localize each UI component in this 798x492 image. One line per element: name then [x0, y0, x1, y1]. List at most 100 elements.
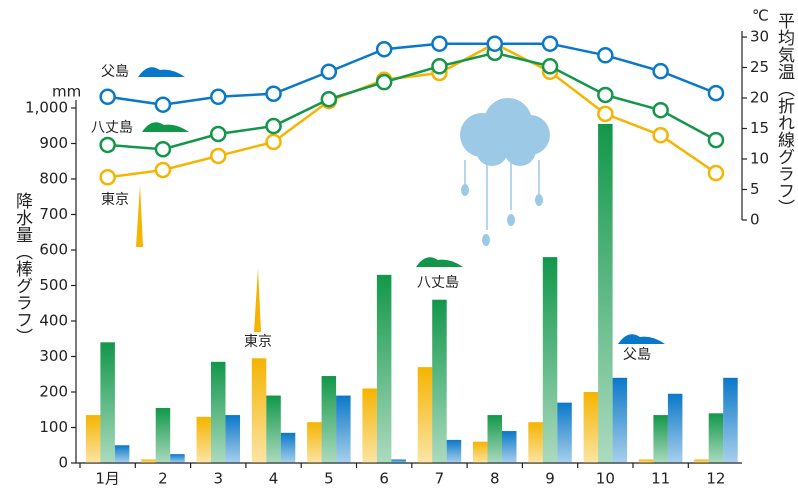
temperature-point — [265, 133, 282, 151]
bar — [542, 257, 558, 463]
bar — [100, 342, 115, 463]
y2-axis-title: 平均気温（折れ線グラフ） — [774, 12, 795, 216]
temperature-point — [597, 105, 614, 123]
bar — [170, 454, 185, 463]
temperature-point — [154, 96, 172, 113]
y-tick-label: 100 — [39, 418, 68, 436]
bar — [583, 392, 599, 463]
x-tick-label: 2 — [158, 470, 168, 488]
bar — [225, 415, 240, 463]
temperature-point — [154, 161, 172, 179]
x-tick-label: 4 — [269, 470, 279, 488]
temperature-point — [597, 86, 614, 104]
bar — [336, 395, 351, 463]
temperature-point — [652, 126, 669, 144]
bar — [114, 445, 130, 463]
y-tick-label: 400 — [39, 312, 68, 330]
bar — [653, 415, 668, 463]
y-tick-label: 800 — [39, 170, 68, 188]
bar — [502, 431, 517, 463]
bar — [723, 377, 738, 463]
x-tick-label: 9 — [545, 470, 555, 488]
series-label: 東京 — [244, 334, 272, 350]
temperature-point — [707, 84, 725, 102]
x-tick-label: 10 — [596, 470, 615, 488]
x-tick-label: 3 — [213, 470, 223, 488]
y-tick-label: 700 — [39, 205, 68, 223]
temperature-line — [107, 42, 717, 179]
bar — [487, 415, 502, 463]
x-tick-label: 8 — [490, 470, 500, 488]
bar — [266, 395, 281, 463]
y-tick-label: 0 — [58, 454, 68, 472]
temperature-point — [320, 63, 338, 81]
temperature-line — [107, 51, 717, 151]
y-tick-label: 500 — [39, 276, 68, 294]
y-tick-label: 200 — [39, 383, 68, 401]
y-tick-label: 300 — [39, 347, 68, 365]
bar — [612, 377, 628, 463]
temperature-point — [320, 90, 338, 108]
temperature-point — [265, 85, 282, 102]
series-label: 父島 — [623, 347, 651, 363]
bar — [85, 415, 101, 463]
temperature-point — [210, 88, 227, 106]
bar — [391, 459, 406, 463]
bar — [417, 367, 433, 463]
y2-tick-label: 0 — [750, 211, 760, 229]
y2-unit: ℃ — [752, 7, 769, 25]
y2-tick-label: 20 — [750, 89, 769, 107]
x-tick-label: 1月 — [95, 470, 120, 488]
temperature-point — [541, 58, 559, 75]
x-tick-label: 11 — [651, 470, 670, 488]
temperature-point — [431, 58, 448, 75]
series-label: 八丈島 — [91, 120, 133, 136]
y-axis-title: 降水量（棒グラフ） — [12, 192, 33, 345]
bar — [211, 361, 226, 463]
bar — [141, 459, 156, 463]
y2-tick-label: 5 — [750, 180, 760, 198]
temperature-point — [375, 40, 393, 58]
temperature-point — [541, 35, 559, 52]
temperature-point — [265, 117, 282, 135]
bar — [196, 416, 211, 463]
bar — [557, 402, 572, 463]
temperature-point — [210, 147, 227, 165]
bar — [155, 407, 171, 463]
bar — [473, 441, 488, 463]
temperature-point — [99, 88, 116, 106]
x-tick-label: 5 — [324, 470, 334, 488]
temperature-point — [652, 62, 669, 80]
temperature-point — [375, 73, 393, 91]
series-label: 八丈島 — [417, 275, 459, 291]
temperature-point — [707, 164, 725, 182]
y2-tick-label: 10 — [750, 150, 769, 168]
series-label: 東京 — [101, 192, 129, 208]
y2-tick-label: 30 — [750, 28, 769, 46]
bar — [376, 274, 392, 463]
island-icons — [136, 67, 665, 344]
y-tick-label: 600 — [39, 241, 68, 259]
temperature-point — [707, 131, 725, 149]
bar — [280, 432, 296, 463]
x-tick-label: 7 — [435, 470, 445, 488]
bar — [321, 376, 337, 463]
bar — [528, 422, 543, 463]
bar — [251, 358, 267, 463]
bar — [432, 299, 447, 463]
y-unit: mm — [52, 83, 81, 101]
bar — [362, 388, 377, 463]
bar — [667, 393, 683, 463]
bar — [708, 413, 724, 463]
temperature-line — [107, 42, 717, 106]
y-tick-label: 1,000 — [25, 99, 68, 117]
temperature-point — [431, 35, 448, 52]
temperature-point — [597, 47, 614, 64]
x-tick-label: 12 — [706, 470, 725, 488]
temperature-point — [652, 101, 669, 119]
series-label: 父島 — [101, 64, 129, 80]
rain-cloud-icon — [460, 98, 550, 246]
temperature-point — [210, 125, 227, 143]
temperature-point — [99, 136, 116, 154]
